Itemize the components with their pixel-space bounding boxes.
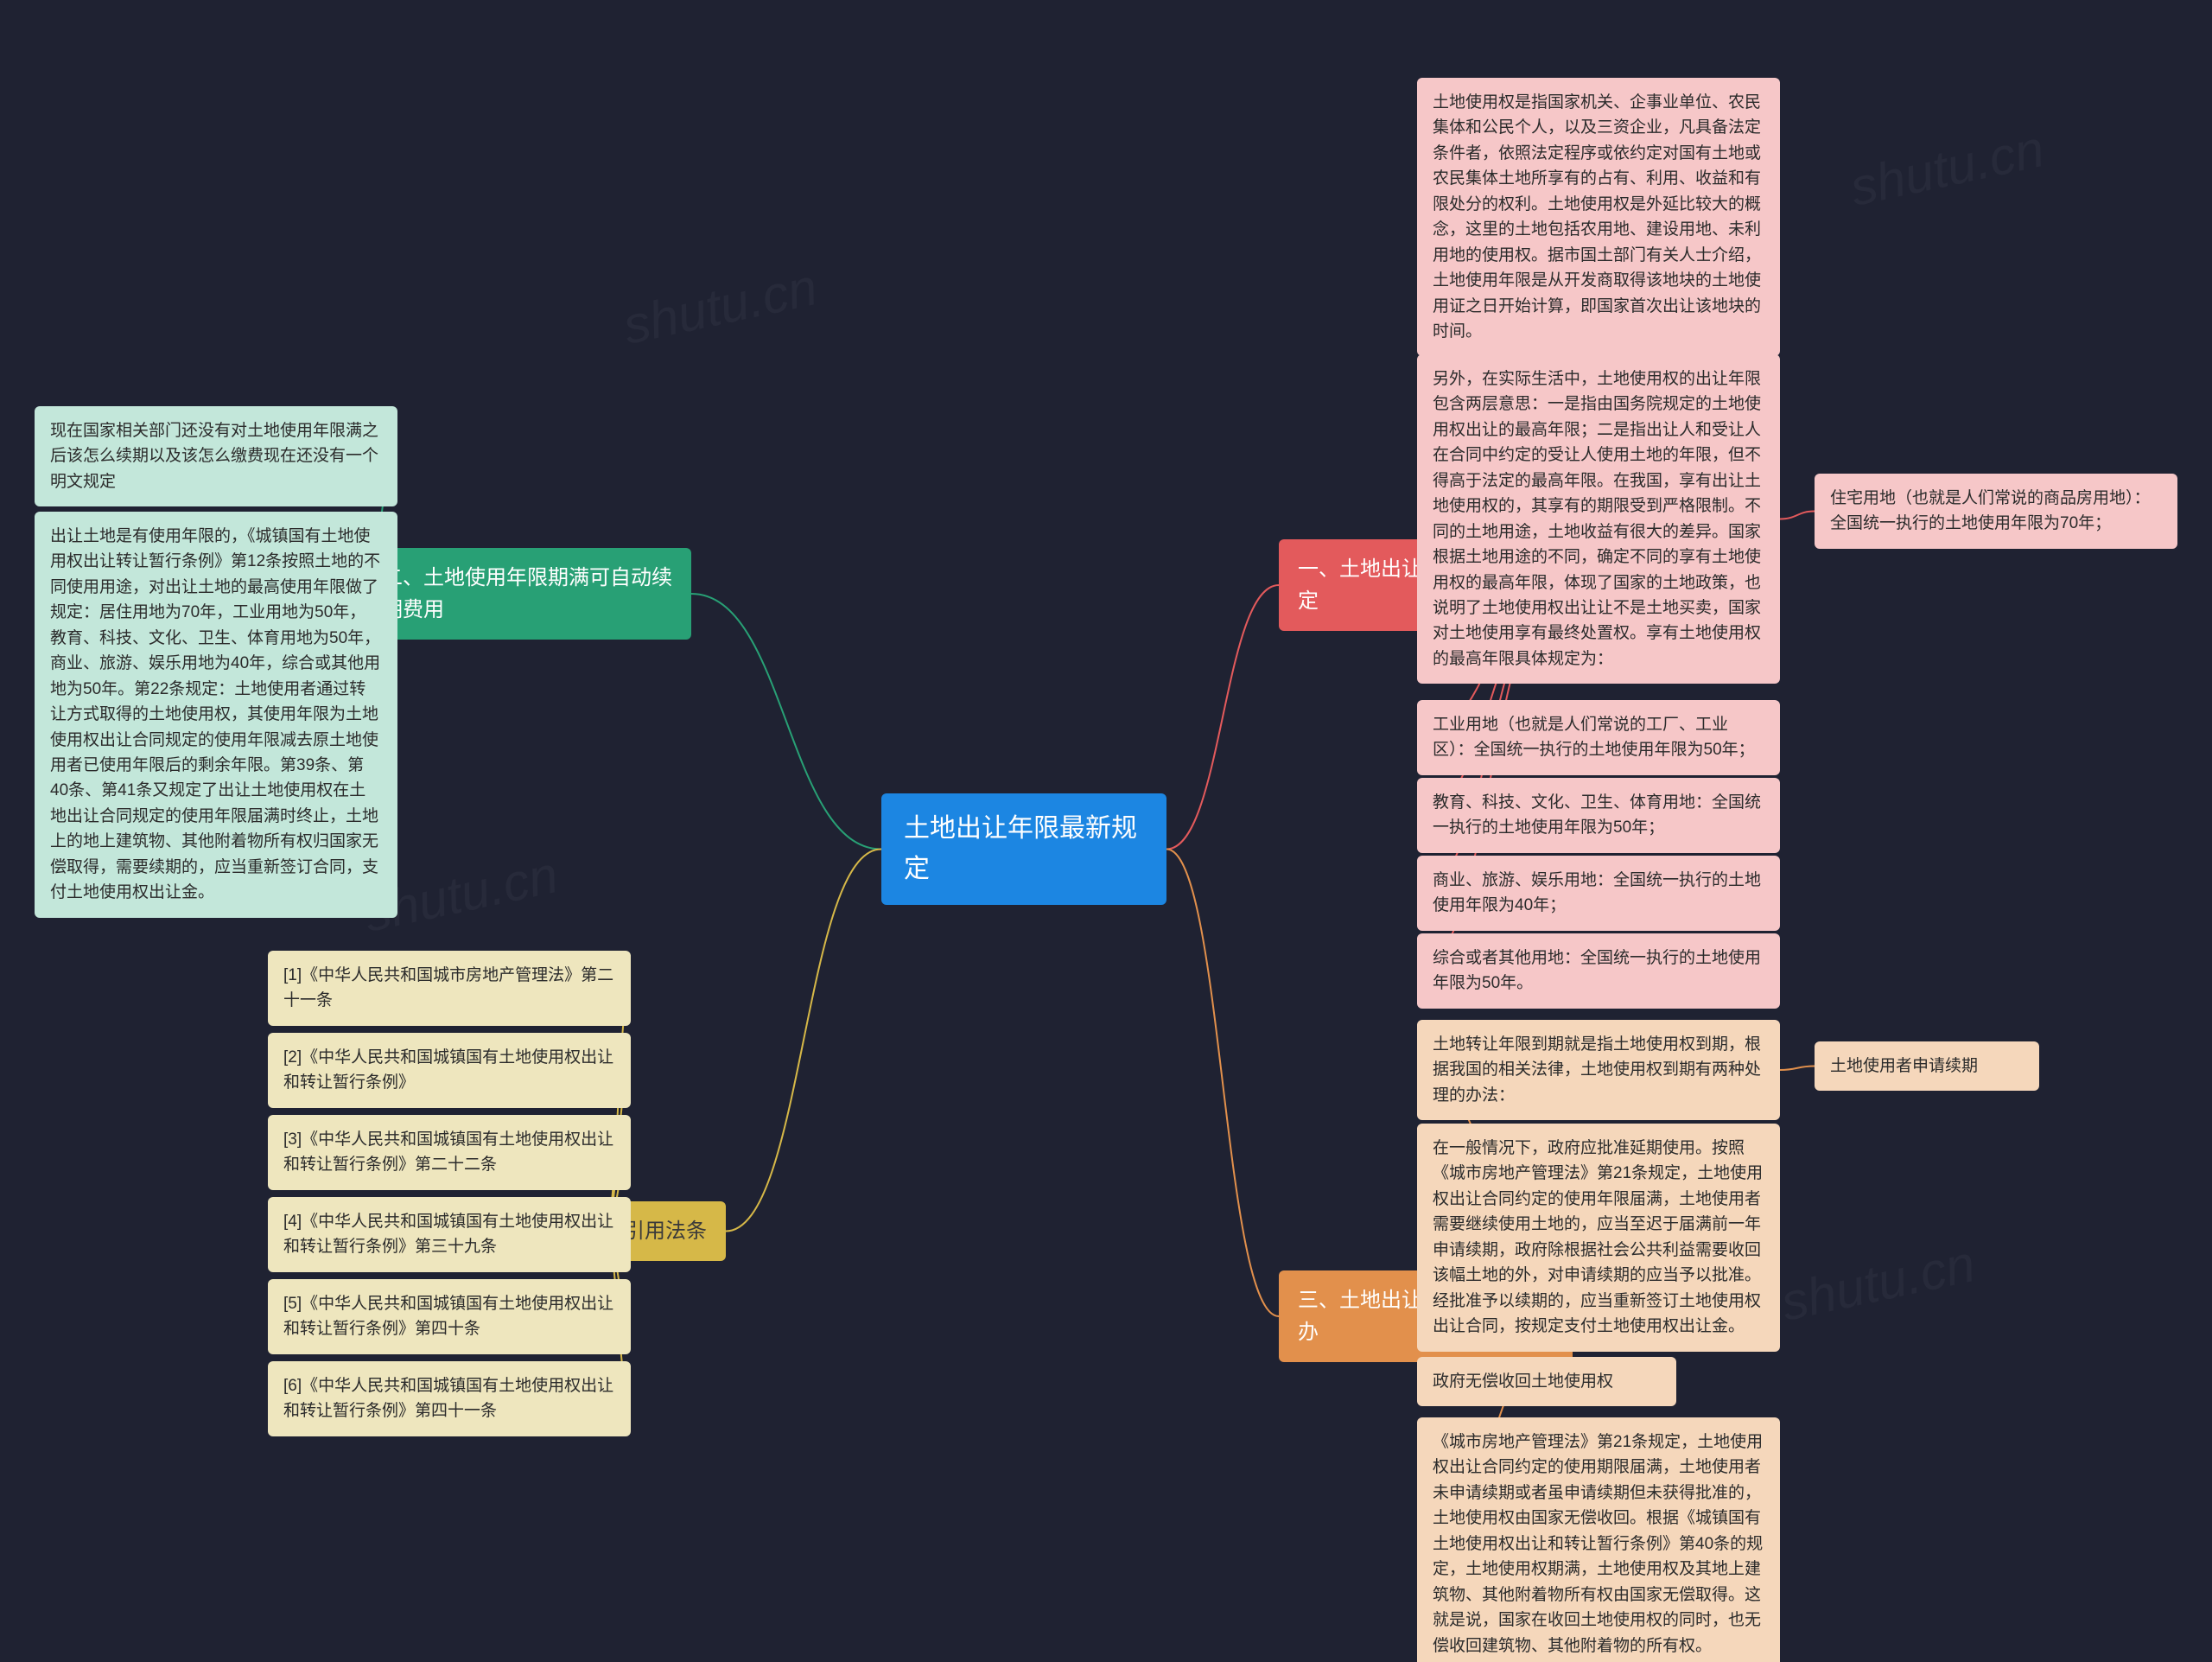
- branch-4-leaf-3: [4]《中华人民共和国城镇国有土地使用权出让和转让暂行条例》第三十九条: [268, 1197, 631, 1272]
- branch-4-leaf-0: [1]《中华人民共和国城市房地产管理法》第二十一条: [268, 951, 631, 1026]
- branch-1-leaf-5: 综合或者其他用地：全国统一执行的土地使用年限为50年。: [1417, 933, 1780, 1009]
- branch-3-leaf-1: 在一般情况下，政府应批准延期使用。按照《城市房地产管理法》第21条规定，土地使用…: [1417, 1124, 1780, 1352]
- root-node: 土地出让年限最新规定: [881, 793, 1166, 905]
- branch-1-leaf-1-sub: 住宅用地（也就是人们常说的商品房用地）：全国统一执行的土地使用年限为70年；: [1815, 474, 2177, 549]
- branch-4-leaf-2: [3]《中华人民共和国城镇国有土地使用权出让和转让暂行条例》第二十二条: [268, 1115, 631, 1190]
- watermark: shutu.cn: [1845, 118, 2049, 218]
- branch-4-leaf-1: [2]《中华人民共和国城镇国有土地使用权出让和转让暂行条例》: [268, 1033, 631, 1108]
- watermark: shutu.cn: [1776, 1233, 1980, 1333]
- branch-1-leaf-3: 教育、科技、文化、卫生、体育用地：全国统一执行的土地使用年限为50年；: [1417, 778, 1780, 853]
- branch-2-leaf-1: 出让土地是有使用年限的，《城镇国有土地使用权出让转让暂行条例》第12条按照土地的…: [35, 512, 397, 918]
- branch-2: 二、土地使用年限期满可自动续期费用: [363, 548, 691, 640]
- branch-1-leaf-4: 商业、旅游、娱乐用地：全国统一执行的土地使用年限为40年；: [1417, 856, 1780, 931]
- branch-3-leaf-0: 土地转让年限到期就是指土地使用权到期，根据我国的相关法律，土地使用权到期有两种处…: [1417, 1020, 1780, 1120]
- branch-3-leaf-0-sub: 土地使用者申请续期: [1815, 1041, 2039, 1091]
- branch-3-leaf-3: 《城市房地产管理法》第21条规定，土地使用权出让合同约定的使用期限届满，土地使用…: [1417, 1417, 1780, 1662]
- branch-3-leaf-2: 政府无偿收回土地使用权: [1417, 1357, 1676, 1406]
- branch-2-leaf-0: 现在国家相关部门还没有对土地使用年限满之后该怎么续期以及该怎么缴费现在还没有一个…: [35, 406, 397, 506]
- branch-1-leaf-1: 另外，在实际生活中，土地使用权的出让年限包含两层意思：一是指由国务院规定的土地使…: [1417, 354, 1780, 684]
- branch-4-leaf-4: [5]《中华人民共和国城镇国有土地使用权出让和转让暂行条例》第四十条: [268, 1279, 631, 1354]
- branch-1-leaf-0: 土地使用权是指国家机关、企事业单位、农民集体和公民个人，以及三资企业，凡具备法定…: [1417, 78, 1780, 356]
- watermark: shutu.cn: [618, 257, 822, 356]
- branch-1-leaf-2: 工业用地（也就是人们常说的工厂、工业区）：全国统一执行的土地使用年限为50年；: [1417, 700, 1780, 775]
- branch-4-leaf-5: [6]《中华人民共和国城镇国有土地使用权出让和转让暂行条例》第四十一条: [268, 1361, 631, 1436]
